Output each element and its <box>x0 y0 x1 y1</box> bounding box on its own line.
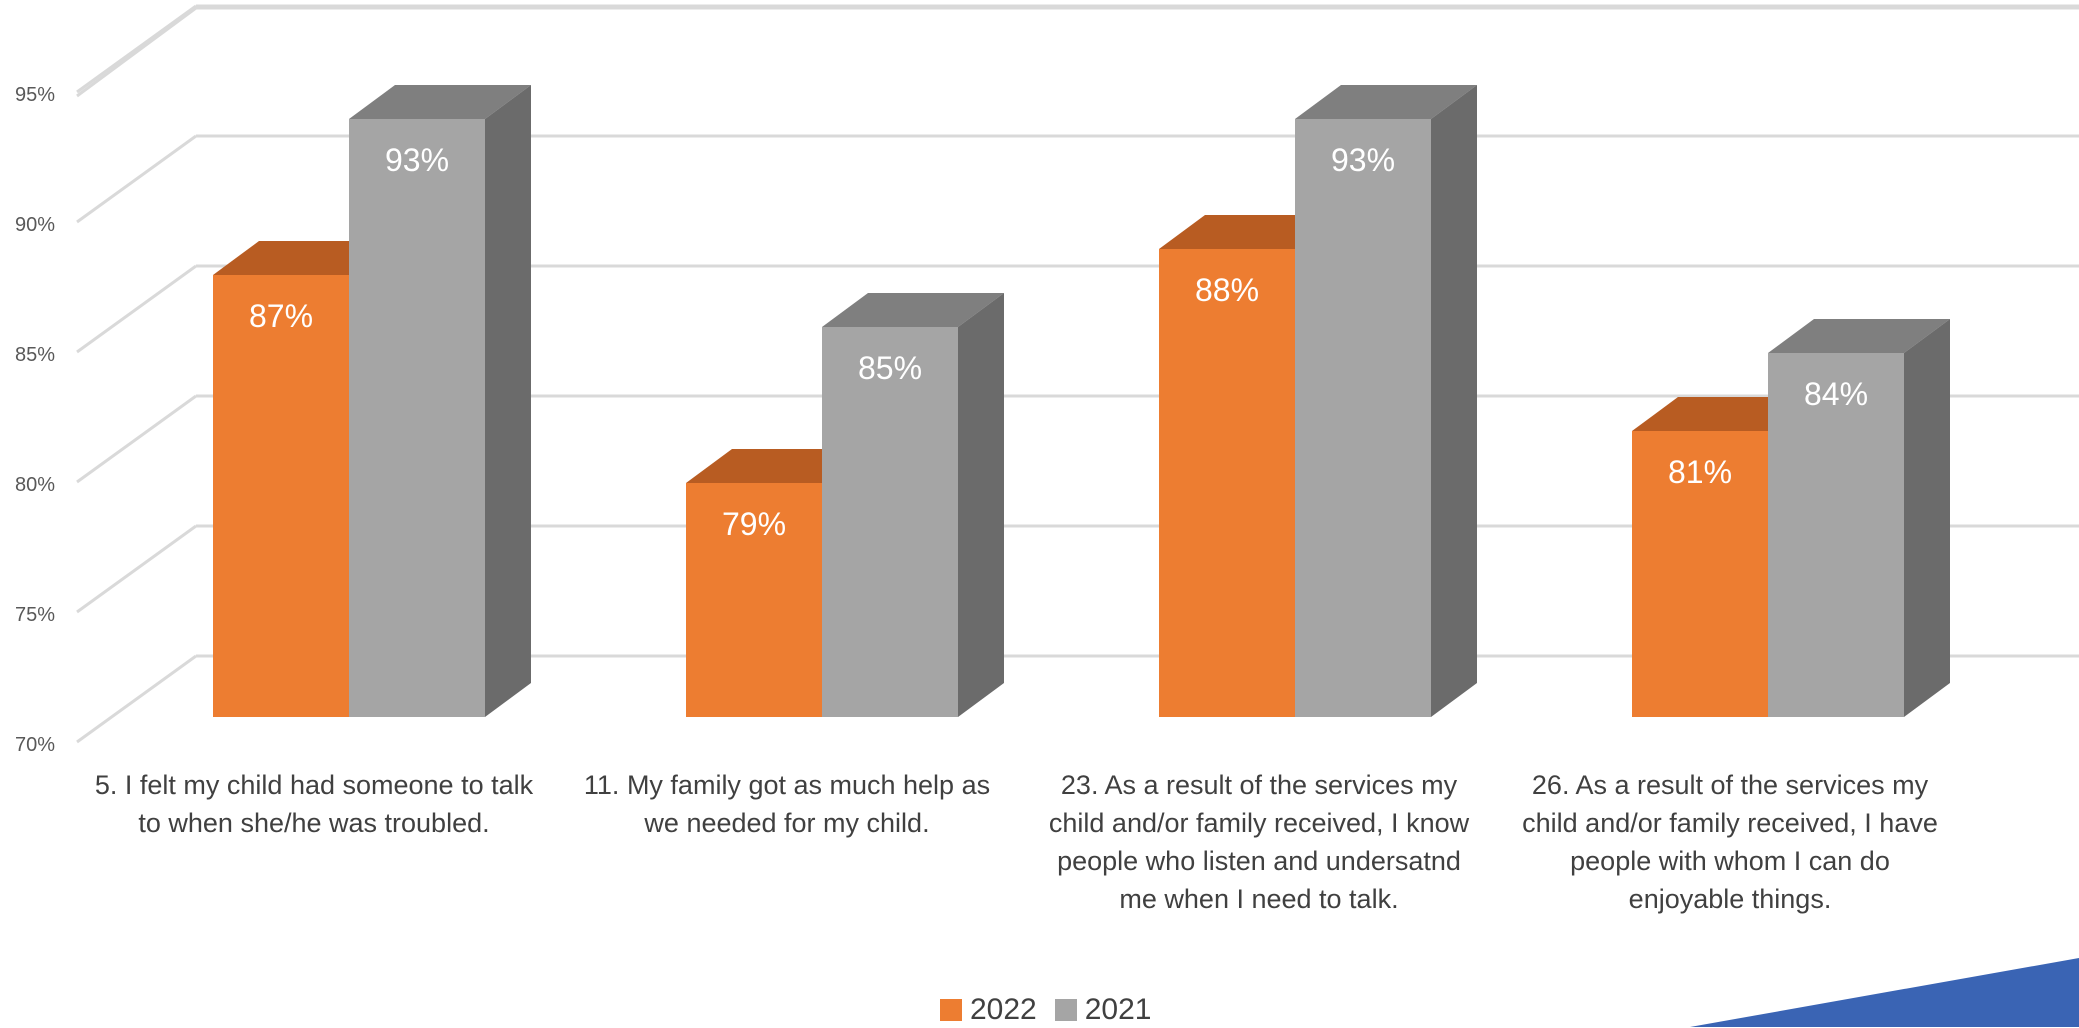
bar-front-face <box>1159 249 1295 717</box>
gridline-diagonal <box>76 524 197 614</box>
bar-front-face <box>822 327 958 717</box>
bar-front-face <box>1295 119 1431 717</box>
bar-front-face <box>686 483 822 717</box>
gridline-diagonal <box>76 394 197 484</box>
y-axis-ticks: 70% 75% 80% 85% 90% 95% <box>15 84 55 756</box>
legend-label-2021: 2021 <box>1084 993 1152 1026</box>
y-tick-label: 70% <box>15 734 55 756</box>
data-label-2021-1: 93% <box>385 142 449 178</box>
bar-front-face <box>349 119 485 717</box>
legend-swatch-2022 <box>940 999 962 1021</box>
gridline-diagonal <box>76 134 197 224</box>
legend-item-2022: 2022 <box>940 993 1037 1027</box>
bar-2021-2 <box>822 293 1004 717</box>
bar-front-face <box>1768 353 1904 717</box>
gridline-diagonal <box>76 264 197 354</box>
gridline-diagonal <box>76 6 197 98</box>
y-tick-label: 85% <box>15 344 55 366</box>
bar-2022-4 <box>1632 397 1814 717</box>
data-label-2022-4: 81% <box>1668 454 1732 490</box>
bar-top-face <box>822 293 1004 327</box>
bar-2021-3 <box>1295 85 1477 717</box>
category-label-2: 11. My family got as much help as we nee… <box>583 770 991 838</box>
bar-top-face <box>1295 85 1477 119</box>
data-label-2021-4: 84% <box>1804 376 1868 412</box>
data-label-2022-1: 87% <box>249 298 313 334</box>
bars <box>213 85 1950 717</box>
legend-swatch-2021 <box>1054 999 1077 1021</box>
category-label-3: 23. As a result of the services my child… <box>1048 770 1470 914</box>
gridline-diagonal <box>76 4 197 94</box>
legend-item-2021: 2021 <box>1054 993 1152 1027</box>
data-label-2022-3: 88% <box>1195 272 1259 308</box>
bar-side-face <box>1904 319 1950 717</box>
bar-top-face <box>1768 319 1950 353</box>
corner-accent-shape <box>1690 958 2079 1027</box>
bar-front-face <box>1632 431 1768 717</box>
data-label-2021-3: 93% <box>1331 142 1395 178</box>
category-label-1: 5. I felt my child had someone to talk t… <box>94 770 534 838</box>
bar-2021-4 <box>1768 319 1950 717</box>
bar-side-face <box>1431 85 1477 717</box>
bar-front-face <box>213 275 349 717</box>
bar-side-face <box>485 85 531 717</box>
data-labels: 87% 93% 79% 85% 88% 93% 81% 84% <box>249 142 1868 542</box>
bar-top-face <box>349 85 531 119</box>
y-tick-label: 75% <box>15 604 55 626</box>
y-tick-label: 80% <box>15 474 55 496</box>
data-label-2022-2: 79% <box>722 506 786 542</box>
category-label-4: 26. As a result of the services my child… <box>1522 770 1938 914</box>
bar-2021-1 <box>349 85 531 717</box>
bar-side-face <box>958 293 1004 717</box>
legend-label-2022: 2022 <box>970 993 1037 1026</box>
legend: 2022 2021 <box>940 992 1152 1028</box>
gridline-diagonal <box>76 654 197 744</box>
y-tick-label: 95% <box>15 84 55 106</box>
data-label-2021-2: 85% <box>858 350 922 386</box>
y-tick-label: 90% <box>15 214 55 236</box>
